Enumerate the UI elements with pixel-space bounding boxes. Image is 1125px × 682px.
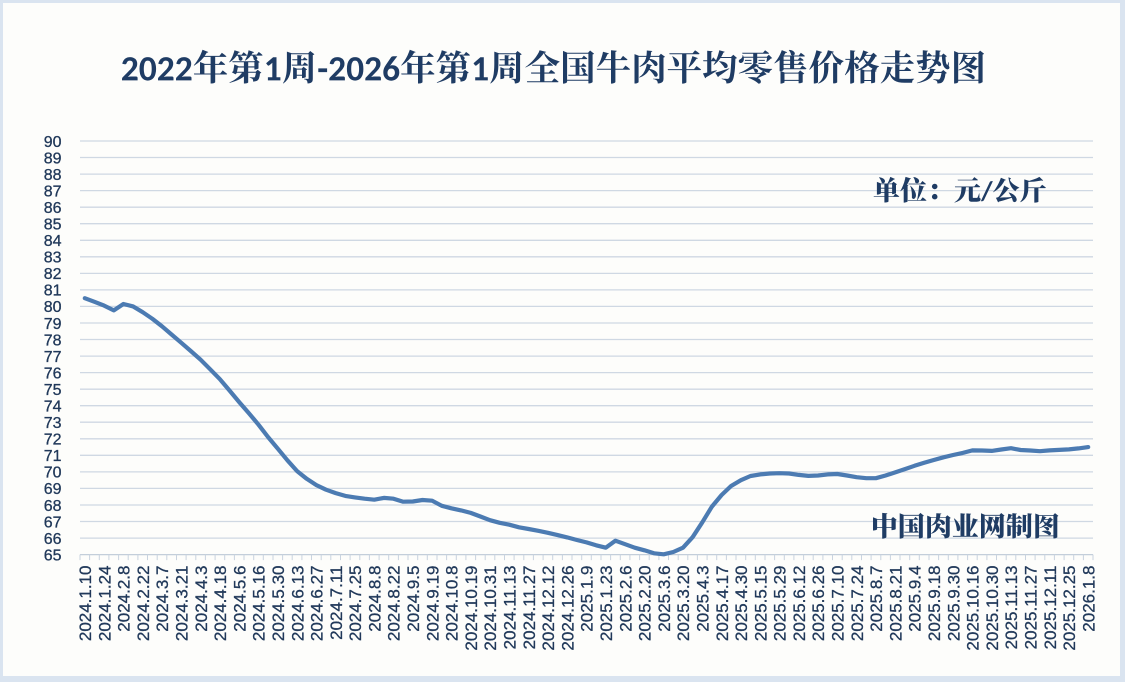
svg-text:2024.6.27: 2024.6.27: [308, 566, 327, 642]
svg-text:2024.11.27: 2024.11.27: [520, 566, 539, 650]
svg-text:88: 88: [44, 167, 62, 184]
svg-text:71: 71: [44, 448, 62, 465]
svg-text:2025.1.9: 2025.1.9: [578, 566, 597, 632]
svg-text:2025.11.27: 2025.11.27: [1022, 566, 1041, 650]
svg-text:84: 84: [44, 233, 62, 250]
svg-text:90: 90: [44, 134, 62, 151]
svg-text:2024.10.19: 2024.10.19: [462, 566, 481, 651]
svg-text:2024.12.26: 2024.12.26: [558, 566, 577, 651]
svg-text:69: 69: [44, 481, 62, 498]
svg-text:2025.10.16: 2025.10.16: [964, 566, 983, 651]
svg-text:2024.7.11: 2024.7.11: [327, 566, 346, 640]
svg-text:85: 85: [44, 217, 62, 234]
svg-text:2025.5.15: 2025.5.15: [751, 566, 770, 642]
svg-text:2025.4.17: 2025.4.17: [713, 566, 732, 642]
svg-text:2025.2.6: 2025.2.6: [616, 566, 635, 632]
svg-text:2026.1.8: 2026.1.8: [1079, 566, 1098, 632]
svg-text:2024.8.22: 2024.8.22: [385, 566, 404, 642]
svg-text:2025.4.30: 2025.4.30: [732, 566, 751, 642]
svg-text:2025.1.23: 2025.1.23: [597, 566, 616, 642]
svg-text:81: 81: [44, 283, 62, 300]
svg-text:82: 82: [44, 266, 62, 283]
svg-text:2024.7.25: 2024.7.25: [346, 566, 365, 642]
svg-text:2025.6.12: 2025.6.12: [790, 566, 809, 642]
svg-text:2024.4.3: 2024.4.3: [192, 566, 211, 632]
svg-text:2025.7.24: 2025.7.24: [848, 566, 867, 642]
svg-text:2024.11.13: 2024.11.13: [501, 566, 520, 650]
svg-text:89: 89: [44, 150, 62, 167]
svg-text:2024.9.19: 2024.9.19: [423, 566, 442, 642]
svg-text:68: 68: [44, 498, 62, 515]
svg-text:2025.12.11: 2025.12.11: [1041, 566, 1060, 650]
svg-text:2024.6.13: 2024.6.13: [288, 566, 307, 642]
svg-text:2024.10.8: 2024.10.8: [443, 566, 462, 642]
svg-text:79: 79: [44, 316, 62, 333]
svg-text:2025.4.3: 2025.4.3: [694, 566, 713, 632]
svg-text:2024.12.12: 2024.12.12: [539, 566, 558, 651]
svg-text:2024.5.16: 2024.5.16: [250, 566, 269, 642]
svg-text:2024.1.10: 2024.1.10: [76, 566, 95, 642]
svg-text:80: 80: [44, 299, 62, 316]
svg-text:2024.5.6: 2024.5.6: [230, 566, 249, 632]
svg-text:2025.2.20: 2025.2.20: [636, 566, 655, 642]
svg-text:66: 66: [44, 531, 62, 548]
svg-text:2025.3.6: 2025.3.6: [655, 566, 674, 632]
svg-text:72: 72: [44, 432, 62, 449]
svg-text:2025.9.18: 2025.9.18: [925, 566, 944, 642]
svg-text:2024.4.18: 2024.4.18: [211, 566, 230, 642]
svg-text:2025.3.20: 2025.3.20: [674, 566, 693, 642]
svg-text:2024.10.31: 2024.10.31: [481, 566, 500, 651]
svg-text:2025.7.10: 2025.7.10: [829, 566, 848, 642]
svg-text:70: 70: [44, 465, 62, 482]
svg-text:87: 87: [44, 183, 62, 200]
svg-text:2024.1.24: 2024.1.24: [95, 566, 114, 642]
svg-text:2025.8.7: 2025.8.7: [867, 566, 886, 632]
svg-text:83: 83: [44, 250, 62, 267]
svg-text:2025.6.26: 2025.6.26: [809, 566, 828, 642]
svg-text:77: 77: [44, 349, 62, 366]
svg-text:2024.9.5: 2024.9.5: [404, 566, 423, 632]
svg-text:2024.3.7: 2024.3.7: [153, 566, 172, 632]
svg-text:2025.9.4: 2025.9.4: [906, 566, 925, 632]
svg-text:2024.2.8: 2024.2.8: [115, 566, 134, 632]
svg-text:74: 74: [44, 399, 62, 416]
svg-text:2025.8.21: 2025.8.21: [886, 566, 905, 642]
svg-text:2025.5.29: 2025.5.29: [771, 566, 790, 642]
svg-text:2024.3.21: 2024.3.21: [173, 566, 192, 642]
svg-text:2025.11.13: 2025.11.13: [1002, 566, 1021, 650]
svg-text:2024.5.30: 2024.5.30: [269, 566, 288, 642]
svg-text:67: 67: [44, 514, 62, 531]
svg-text:65: 65: [44, 547, 62, 564]
svg-text:2025.10.30: 2025.10.30: [983, 566, 1002, 651]
svg-text:2024.8.8: 2024.8.8: [366, 566, 385, 632]
svg-text:76: 76: [44, 365, 62, 382]
svg-text:78: 78: [44, 332, 62, 349]
svg-text:2025.12.25: 2025.12.25: [1060, 566, 1079, 651]
svg-text:2024.2.22: 2024.2.22: [134, 566, 153, 642]
svg-text:73: 73: [44, 415, 62, 432]
svg-text:86: 86: [44, 200, 62, 217]
svg-text:75: 75: [44, 382, 62, 399]
svg-text:2025.9.30: 2025.9.30: [944, 566, 963, 642]
